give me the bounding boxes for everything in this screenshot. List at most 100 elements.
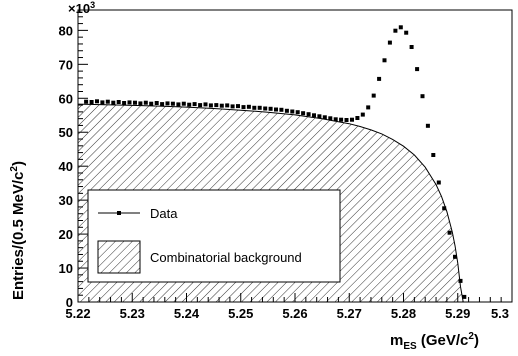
data-point bbox=[453, 254, 457, 259]
y-tick-label: 80 bbox=[59, 23, 73, 38]
data-point bbox=[154, 101, 159, 105]
data-point bbox=[295, 110, 300, 115]
x-axis-title: mES (GeV/c2) bbox=[390, 331, 479, 352]
y-tick-label: 30 bbox=[59, 193, 73, 208]
data-point bbox=[382, 58, 387, 63]
data-point bbox=[301, 111, 306, 116]
data-point bbox=[462, 294, 467, 299]
x-tick-label: 5.24 bbox=[174, 306, 200, 321]
legend-background-label: Combinatorial background bbox=[150, 250, 302, 265]
y-tick-label: 70 bbox=[59, 57, 73, 72]
data-point bbox=[339, 117, 344, 122]
y-tick-label: 50 bbox=[59, 125, 73, 140]
data-point bbox=[355, 116, 360, 120]
data-point bbox=[420, 94, 425, 99]
x-tick-label: 5.27 bbox=[337, 306, 362, 321]
data-point bbox=[225, 103, 230, 108]
data-point bbox=[290, 109, 295, 114]
data-point bbox=[111, 100, 116, 105]
data-point bbox=[371, 93, 376, 98]
x-tick-label: 5.23 bbox=[120, 306, 145, 321]
data-point bbox=[89, 100, 94, 104]
y-multiplier: ×103 bbox=[68, 0, 95, 16]
x-axis: 5.22 5.23 5.24 5.25 5.26 5.27 5.28 5.29 5.3 bbox=[65, 293, 513, 321]
data-point bbox=[165, 101, 170, 106]
y-axis: 0 10 20 30 40 50 60 70 80 bbox=[59, 9, 88, 310]
x-tick-label: 5.3 bbox=[491, 306, 509, 321]
data-point bbox=[208, 103, 213, 108]
data-point bbox=[84, 99, 89, 104]
data-point bbox=[100, 100, 105, 105]
data-point bbox=[170, 101, 175, 106]
data-point bbox=[279, 107, 284, 112]
data-point bbox=[138, 101, 143, 106]
data-point bbox=[122, 101, 127, 105]
data-point bbox=[160, 102, 165, 107]
data-point bbox=[268, 106, 273, 111]
data-point bbox=[328, 116, 333, 121]
data-point bbox=[246, 104, 251, 109]
data-point bbox=[404, 30, 409, 35]
data-point bbox=[176, 102, 181, 107]
y-tick-label: 40 bbox=[59, 159, 73, 174]
y-tick-label: 60 bbox=[59, 91, 73, 106]
data-point bbox=[350, 117, 354, 122]
data-point bbox=[203, 102, 208, 107]
data-point bbox=[116, 100, 121, 104]
data-point bbox=[333, 117, 338, 122]
data-point bbox=[377, 76, 382, 81]
legend-data-label: Data bbox=[150, 206, 178, 221]
data-point bbox=[431, 153, 436, 157]
data-point bbox=[274, 107, 278, 112]
legend-entry-data: Data bbox=[98, 206, 178, 221]
data-point bbox=[387, 40, 392, 45]
background-outline bbox=[78, 103, 464, 302]
data-point bbox=[344, 118, 349, 122]
data-point bbox=[263, 106, 268, 111]
data-point bbox=[219, 103, 224, 108]
data-point bbox=[241, 105, 246, 110]
data-point bbox=[127, 100, 132, 105]
data-point bbox=[393, 28, 398, 33]
data-point bbox=[317, 114, 322, 119]
y-tick-label: 20 bbox=[59, 227, 73, 242]
data-point bbox=[458, 278, 463, 283]
x-tick-label: 5.29 bbox=[445, 306, 470, 321]
legend: Data Combinatorial background bbox=[87, 189, 341, 283]
x-tick-label: 5.26 bbox=[282, 306, 307, 321]
data-point bbox=[447, 230, 452, 235]
y-tick-label: 10 bbox=[59, 261, 73, 276]
data-point bbox=[149, 101, 154, 106]
legend-data-marker bbox=[117, 211, 121, 215]
data-point bbox=[181, 101, 186, 106]
legend-entry-background: Combinatorial background bbox=[97, 240, 302, 274]
data-point bbox=[143, 100, 148, 105]
y-tick-label: 0 bbox=[66, 295, 73, 310]
x-tick-label: 5.25 bbox=[228, 306, 253, 321]
data-point bbox=[236, 104, 240, 109]
data-point bbox=[214, 103, 219, 108]
data-point bbox=[306, 112, 311, 117]
data-point bbox=[192, 102, 197, 107]
data-point bbox=[105, 99, 110, 104]
data-point bbox=[252, 105, 257, 110]
data-point bbox=[398, 25, 403, 30]
data-point bbox=[133, 100, 137, 105]
x-tick-label: 5.28 bbox=[391, 306, 416, 321]
data-points bbox=[84, 25, 467, 299]
data-point bbox=[436, 180, 441, 185]
data-point bbox=[366, 105, 371, 110]
data-point bbox=[284, 108, 289, 113]
data-point bbox=[312, 113, 316, 118]
data-point bbox=[360, 112, 365, 117]
data-point bbox=[409, 45, 414, 49]
data-point bbox=[257, 105, 262, 110]
data-point bbox=[198, 103, 203, 108]
data-point bbox=[230, 104, 235, 109]
data-point bbox=[415, 67, 420, 72]
data-point bbox=[442, 206, 447, 211]
data-point bbox=[425, 123, 430, 128]
data-point bbox=[187, 102, 192, 107]
data-point bbox=[95, 99, 99, 104]
